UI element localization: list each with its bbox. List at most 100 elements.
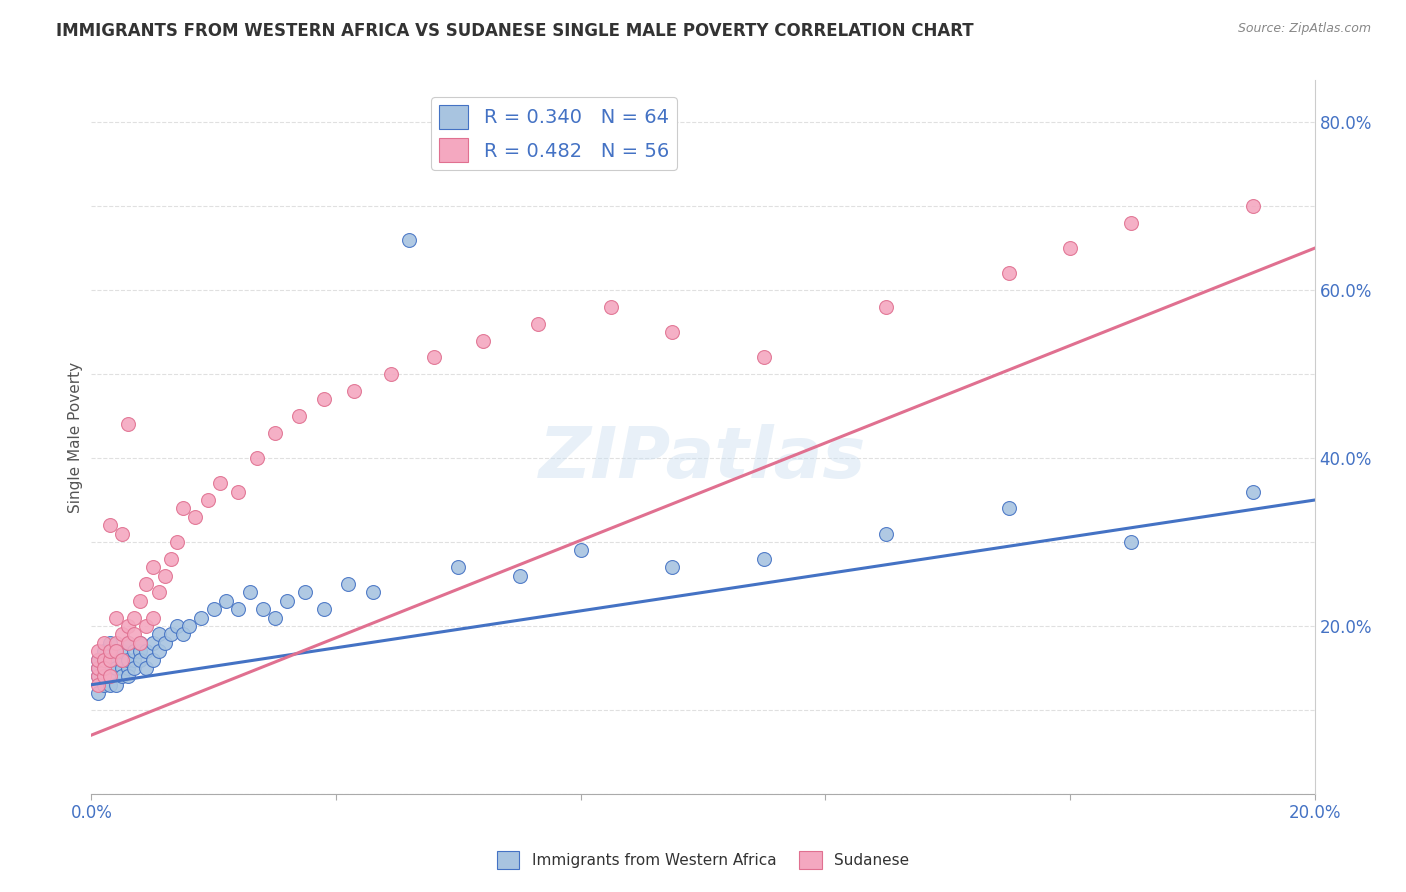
Point bbox=[104, 678, 127, 692]
Point bbox=[93, 644, 115, 658]
Point bbox=[294, 585, 316, 599]
Point bbox=[117, 669, 139, 683]
Point bbox=[93, 661, 115, 675]
Point bbox=[153, 568, 176, 582]
Point bbox=[86, 652, 108, 666]
Point bbox=[998, 266, 1021, 280]
Point bbox=[179, 619, 201, 633]
Point bbox=[86, 669, 108, 683]
Point bbox=[1059, 241, 1081, 255]
Point bbox=[148, 627, 170, 641]
Text: ZIPatlas: ZIPatlas bbox=[540, 424, 866, 493]
Legend: R = 0.340   N = 64, R = 0.482   N = 56: R = 0.340 N = 64, R = 0.482 N = 56 bbox=[432, 97, 676, 169]
Point bbox=[86, 661, 108, 675]
Point bbox=[129, 644, 152, 658]
Point bbox=[129, 652, 152, 666]
Point bbox=[754, 351, 776, 365]
Point bbox=[93, 678, 115, 692]
Point bbox=[86, 661, 108, 675]
Point bbox=[166, 535, 188, 549]
Point bbox=[509, 568, 531, 582]
Point bbox=[998, 501, 1021, 516]
Point bbox=[86, 652, 108, 666]
Point bbox=[98, 652, 121, 666]
Point bbox=[122, 627, 145, 641]
Point bbox=[875, 526, 898, 541]
Point bbox=[86, 644, 108, 658]
Point bbox=[104, 652, 127, 666]
Point bbox=[600, 300, 623, 314]
Point bbox=[1243, 484, 1265, 499]
Point bbox=[226, 602, 249, 616]
Point bbox=[527, 317, 550, 331]
Point bbox=[104, 644, 127, 658]
Point bbox=[122, 610, 145, 624]
Point bbox=[423, 351, 446, 365]
Point bbox=[93, 652, 115, 666]
Point bbox=[98, 669, 121, 683]
Y-axis label: Single Male Poverty: Single Male Poverty bbox=[67, 361, 83, 513]
Point bbox=[1121, 535, 1143, 549]
Point bbox=[141, 560, 163, 574]
Point bbox=[208, 476, 231, 491]
Point bbox=[202, 602, 225, 616]
Point bbox=[135, 661, 157, 675]
Legend: Immigrants from Western Africa, Sudanese: Immigrants from Western Africa, Sudanese bbox=[491, 845, 915, 875]
Point bbox=[141, 610, 163, 624]
Point bbox=[98, 636, 121, 650]
Point bbox=[160, 551, 183, 566]
Point bbox=[86, 678, 108, 692]
Point bbox=[104, 661, 127, 675]
Point bbox=[343, 384, 366, 398]
Point bbox=[264, 610, 287, 624]
Point bbox=[111, 627, 134, 641]
Point bbox=[754, 551, 776, 566]
Point bbox=[148, 585, 170, 599]
Point bbox=[447, 560, 470, 574]
Point bbox=[226, 484, 249, 499]
Point bbox=[160, 627, 183, 641]
Point bbox=[398, 233, 420, 247]
Point bbox=[117, 661, 139, 675]
Point bbox=[1243, 199, 1265, 213]
Point bbox=[197, 493, 219, 508]
Point bbox=[148, 644, 170, 658]
Point bbox=[288, 409, 311, 423]
Point bbox=[153, 636, 176, 650]
Point bbox=[117, 417, 139, 432]
Point bbox=[93, 669, 115, 683]
Point bbox=[117, 636, 139, 650]
Point bbox=[1121, 216, 1143, 230]
Point bbox=[661, 560, 683, 574]
Point bbox=[111, 644, 134, 658]
Point bbox=[245, 451, 267, 466]
Point bbox=[122, 652, 145, 666]
Point bbox=[111, 652, 134, 666]
Point bbox=[93, 661, 115, 675]
Point bbox=[215, 594, 238, 608]
Point bbox=[122, 644, 145, 658]
Point bbox=[471, 334, 494, 348]
Point bbox=[98, 678, 121, 692]
Point bbox=[875, 300, 898, 314]
Point bbox=[380, 367, 402, 381]
Point bbox=[117, 652, 139, 666]
Point bbox=[86, 686, 108, 700]
Point bbox=[129, 636, 152, 650]
Point bbox=[93, 636, 115, 650]
Point bbox=[129, 594, 152, 608]
Point bbox=[111, 526, 134, 541]
Point bbox=[135, 644, 157, 658]
Point bbox=[361, 585, 384, 599]
Point bbox=[117, 619, 139, 633]
Point bbox=[141, 636, 163, 650]
Point bbox=[252, 602, 274, 616]
Point bbox=[276, 594, 298, 608]
Point bbox=[569, 543, 592, 558]
Point bbox=[117, 636, 139, 650]
Point bbox=[111, 669, 134, 683]
Point bbox=[98, 652, 121, 666]
Point bbox=[312, 392, 335, 407]
Point bbox=[98, 669, 121, 683]
Point bbox=[111, 652, 134, 666]
